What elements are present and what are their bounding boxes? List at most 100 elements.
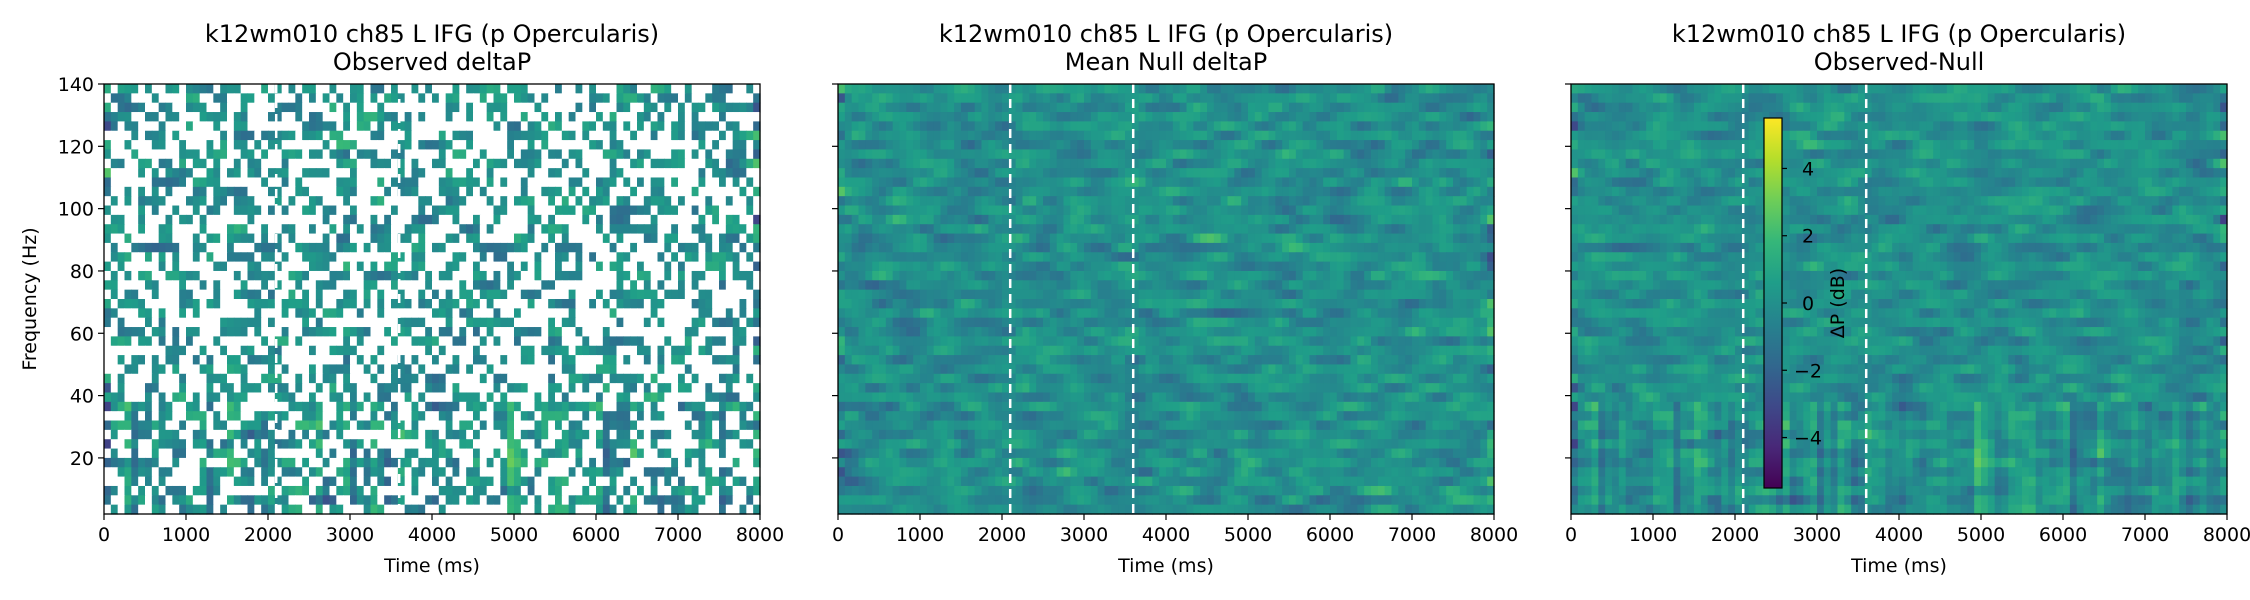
- heatmap-cell: [1302, 93, 1311, 104]
- heatmap-cell: [746, 448, 754, 459]
- heatmap-cell: [445, 448, 454, 459]
- heatmap-cell: [732, 130, 741, 141]
- heatmap-cell: [500, 186, 508, 197]
- heatmap-cell: [643, 336, 652, 347]
- heatmap-cell: [575, 485, 583, 496]
- heatmap-cell: [302, 130, 310, 141]
- heatmap-cell: [329, 233, 337, 244]
- heatmap-cell: [397, 467, 406, 478]
- heatmap-cell: [295, 457, 303, 468]
- heatmap-cell: [1104, 121, 1112, 132]
- heatmap-cell: [575, 233, 583, 244]
- heatmap-cell: [589, 429, 597, 440]
- heatmap-cell: [555, 186, 563, 197]
- heatmap-cell: [520, 289, 529, 300]
- heatmap-cell: [1282, 102, 1290, 113]
- heatmap-cell: [329, 280, 337, 291]
- heatmap-cell: [370, 252, 378, 263]
- heatmap-cell: [459, 289, 467, 300]
- heatmap-cell: [479, 327, 488, 337]
- heatmap-cell: [404, 420, 413, 431]
- heatmap-cell: [746, 196, 754, 207]
- heatmap-cell: [1439, 84, 1447, 94]
- heatmap-cell: [1234, 102, 1242, 113]
- heatmap-cell: [753, 327, 761, 337]
- heatmap-cell: [1145, 121, 1153, 132]
- heatmap-cell: [206, 336, 214, 347]
- heatmap-cell: [691, 467, 700, 478]
- heatmap-cell: [104, 476, 112, 487]
- heatmap-cell: [534, 93, 542, 104]
- heatmap-cell: [541, 448, 549, 459]
- heatmap-cell: [104, 495, 112, 506]
- heatmap-cell: [350, 205, 358, 216]
- heatmap-cell: [165, 196, 173, 207]
- heatmap-cell: [541, 224, 549, 235]
- heatmap-cell: [643, 93, 652, 104]
- heatmap-cell: [493, 93, 501, 104]
- heatmap-cell: [664, 158, 672, 169]
- heatmap-cell: [616, 373, 624, 384]
- heatmap-cell: [732, 140, 741, 151]
- heatmap-cell: [479, 429, 488, 440]
- heatmap-cell: [391, 252, 399, 263]
- heatmap-cell: [541, 383, 549, 394]
- heatmap-cell: [746, 327, 754, 337]
- heatmap-cell: [404, 242, 413, 253]
- heatmap-cell: [404, 112, 413, 122]
- heatmap-cell: [261, 299, 269, 309]
- heatmap-cell: [288, 439, 296, 450]
- heatmap-cell: [274, 327, 283, 337]
- heatmap-cell: [397, 364, 406, 375]
- heatmap-cell: [719, 186, 727, 197]
- heatmap-cell: [418, 373, 426, 384]
- heatmap-cell: [131, 140, 139, 151]
- heatmap-cell: [541, 252, 549, 263]
- heatmap-cell: [493, 299, 501, 309]
- heatmap-cell: [725, 102, 734, 113]
- heatmap-cell: [705, 112, 713, 122]
- heatmap-cell: [315, 448, 324, 459]
- heatmap-cell: [1207, 121, 1215, 132]
- heatmap-cell: [281, 308, 290, 319]
- heatmap-cell: [650, 224, 659, 235]
- heatmap-cell: [199, 280, 208, 291]
- heatmap-cell: [206, 495, 214, 506]
- heatmap-cell: [561, 420, 570, 431]
- heatmap-cell: [418, 177, 426, 188]
- heatmap-cell: [445, 224, 454, 235]
- heatmap-cell: [650, 392, 659, 403]
- heatmap-cell: [302, 177, 310, 188]
- heatmap-cell: [1131, 130, 1140, 141]
- heatmap-cell: [179, 485, 187, 496]
- heatmap-cell: [568, 308, 577, 319]
- heatmap-cell: [527, 439, 536, 450]
- heatmap-cell: [384, 242, 392, 253]
- heatmap-cell: [664, 336, 672, 347]
- heatmap-cell: [131, 84, 139, 94]
- heatmap-cell: [117, 252, 126, 263]
- heatmap-cell: [425, 299, 433, 309]
- heatmap-cell: [199, 439, 208, 450]
- heatmap-cell: [1405, 121, 1413, 132]
- heatmap-cell: [1364, 84, 1372, 94]
- heatmap-cell: [172, 205, 180, 216]
- heatmap-cell: [172, 270, 180, 281]
- heatmap-cell: [582, 270, 590, 281]
- heatmap-cell: [479, 299, 488, 309]
- heatmap-cell: [739, 467, 747, 478]
- heatmap-cell: [350, 485, 358, 496]
- heatmap-cell: [643, 261, 652, 272]
- heatmap-cell: [616, 233, 624, 244]
- heatmap-cell: [664, 485, 672, 496]
- heatmap-cell: [732, 102, 741, 113]
- heatmap-cell: [261, 224, 269, 235]
- heatmap-cell: [438, 177, 447, 188]
- heatmap-cell: [336, 252, 344, 263]
- heatmap-cell: [452, 280, 460, 291]
- heatmap-cell: [363, 112, 372, 122]
- heatmap-cell: [541, 84, 549, 94]
- heatmap-cell: [404, 214, 413, 225]
- heatmap-cell: [732, 383, 741, 394]
- heatmap-cell: [1131, 84, 1140, 94]
